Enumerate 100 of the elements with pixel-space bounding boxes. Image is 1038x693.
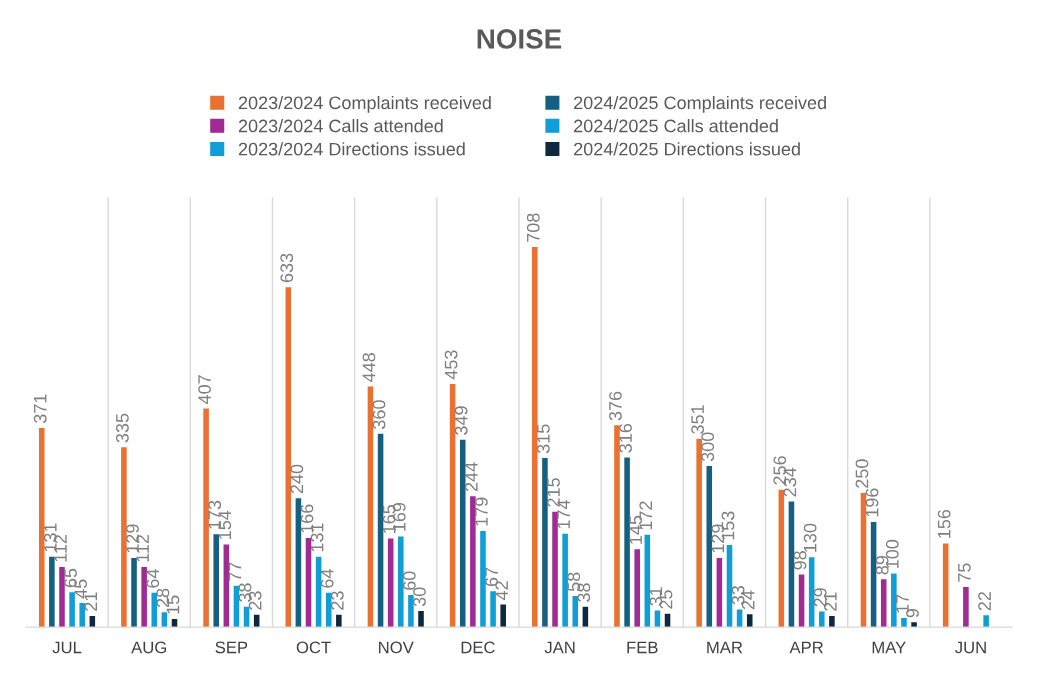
data-label: 64 — [146, 569, 160, 588]
bar — [819, 611, 825, 628]
bar — [79, 603, 85, 628]
bar — [901, 618, 907, 628]
bar — [203, 408, 209, 628]
bar — [470, 496, 476, 628]
data-label: 316 — [619, 423, 632, 453]
bar — [726, 545, 733, 628]
data-label: 376 — [609, 391, 622, 421]
bar — [880, 579, 887, 628]
data-label: 453 — [444, 350, 458, 380]
bar — [398, 536, 404, 628]
bar — [121, 447, 127, 628]
bar — [325, 592, 332, 628]
chart-title: NOISE — [477, 29, 562, 49]
bar — [706, 466, 713, 628]
bar — [295, 498, 302, 628]
bar — [408, 594, 414, 628]
bar — [459, 439, 466, 628]
x-tick-label: JUN — [955, 641, 986, 654]
data-label: 250 — [855, 459, 869, 488]
data-label: 351 — [691, 405, 704, 434]
data-label: 22 — [978, 592, 991, 611]
x-tick-label: MAR — [707, 641, 743, 654]
data-label: 196 — [865, 488, 879, 517]
x-tick-label: JUL — [52, 641, 82, 654]
data-label: 23 — [330, 591, 344, 610]
bar — [552, 511, 558, 628]
bar — [480, 531, 486, 628]
bar — [736, 609, 743, 628]
data-label: 75 — [958, 563, 971, 582]
bar — [213, 534, 219, 628]
legend-label: 2023/2024 Directions issued — [238, 142, 465, 156]
data-label: 335 — [115, 413, 129, 443]
bar — [860, 492, 867, 628]
bar — [38, 427, 45, 628]
legend-label: 2024/2025 Directions issued — [574, 142, 800, 156]
bar — [891, 573, 897, 628]
x-tick-label: FEB — [627, 641, 658, 654]
bar — [449, 383, 456, 628]
bar — [285, 287, 292, 628]
bar — [829, 615, 835, 628]
bar — [614, 425, 620, 628]
data-label: 315 — [536, 424, 550, 454]
bar — [49, 556, 55, 628]
bar — [418, 611, 424, 628]
bar — [562, 533, 568, 628]
x-tick-label: SEP — [215, 641, 248, 654]
data-label: 156 — [937, 509, 951, 538]
bar — [983, 615, 989, 628]
bar — [59, 567, 65, 628]
x-tick-label: AUG — [131, 641, 167, 654]
bar — [746, 614, 753, 628]
data-label: 244 — [464, 462, 478, 492]
legend-label: 2024/2025 Complaints received — [574, 95, 826, 113]
data-label: 77 — [228, 562, 242, 581]
data-label: 240 — [290, 464, 304, 494]
bar — [963, 586, 969, 628]
bar — [490, 591, 496, 628]
bar — [542, 457, 548, 628]
data-label: 448 — [362, 353, 376, 382]
data-label: 98 — [793, 551, 807, 570]
x-tick-label: JAN — [544, 641, 575, 654]
bar — [367, 386, 374, 628]
data-label: 633 — [280, 253, 294, 283]
bar — [141, 567, 147, 628]
bar — [808, 557, 815, 628]
bar — [696, 438, 702, 628]
bar — [942, 543, 949, 628]
data-label: 64 — [320, 569, 334, 588]
bar — [788, 501, 795, 628]
bar — [532, 246, 538, 628]
data-label: 371 — [33, 394, 47, 424]
data-label: 130 — [803, 523, 817, 552]
bar — [305, 538, 312, 628]
bar — [500, 604, 506, 628]
data-label: 349 — [454, 406, 468, 435]
x-tick-label: DEC — [461, 641, 495, 654]
bar — [572, 596, 579, 628]
bar — [69, 592, 75, 628]
data-label: 360 — [372, 400, 386, 429]
bar — [716, 557, 723, 628]
legend-label: 2023/2024 Complaints received — [238, 95, 491, 113]
x-tick-label: MAY — [872, 641, 906, 654]
bar — [624, 457, 630, 628]
bar — [778, 489, 785, 628]
data-label: 179 — [475, 497, 488, 526]
bar — [223, 544, 230, 628]
bar — [377, 433, 384, 628]
legend-label: 2023/2024 Calls attended — [238, 119, 443, 133]
bar — [336, 614, 342, 628]
x-tick-label: NOV — [379, 641, 414, 654]
x-tick-label: OCT — [296, 641, 331, 654]
data-label: 407 — [198, 375, 211, 405]
bar — [634, 549, 640, 628]
bar — [870, 521, 877, 628]
bar — [315, 556, 322, 628]
x-tick-label: APR — [789, 641, 823, 654]
bar — [131, 557, 137, 628]
data-label: 300 — [701, 432, 715, 462]
